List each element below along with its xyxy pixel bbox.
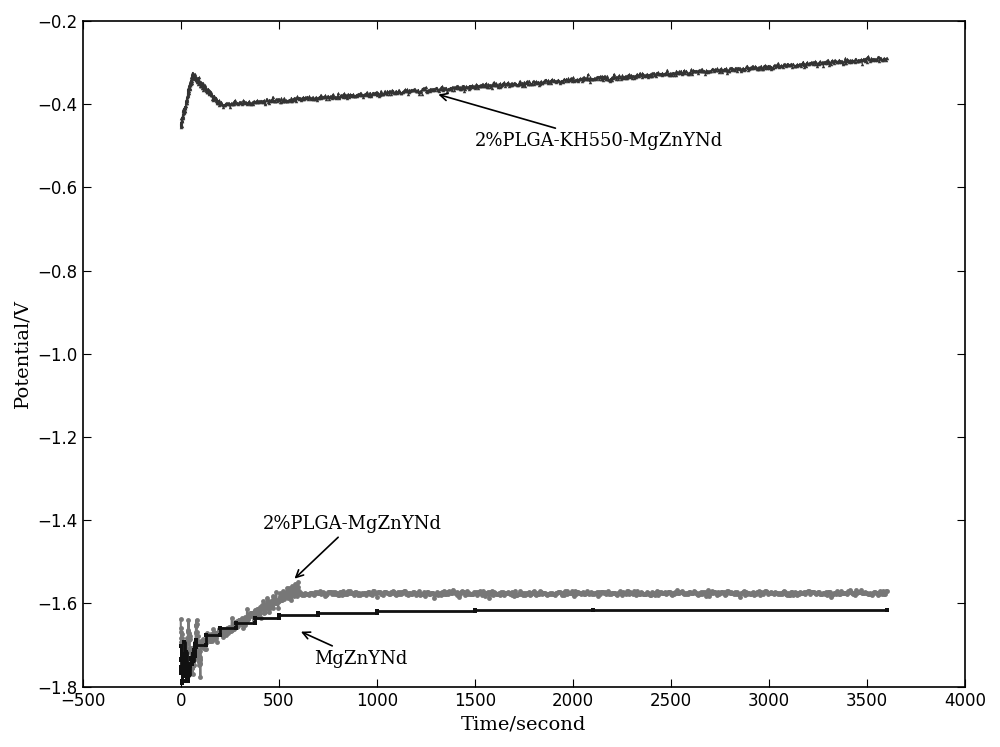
Text: 2%PLGA-MgZnYNd: 2%PLGA-MgZnYNd — [263, 515, 442, 577]
X-axis label: Time/second: Time/second — [461, 715, 587, 733]
Y-axis label: Potential/V: Potential/V — [14, 300, 32, 409]
Text: 2%PLGA-KH550-MgZnYNd: 2%PLGA-KH550-MgZnYNd — [440, 93, 723, 149]
Text: MgZnYNd: MgZnYNd — [303, 632, 407, 668]
